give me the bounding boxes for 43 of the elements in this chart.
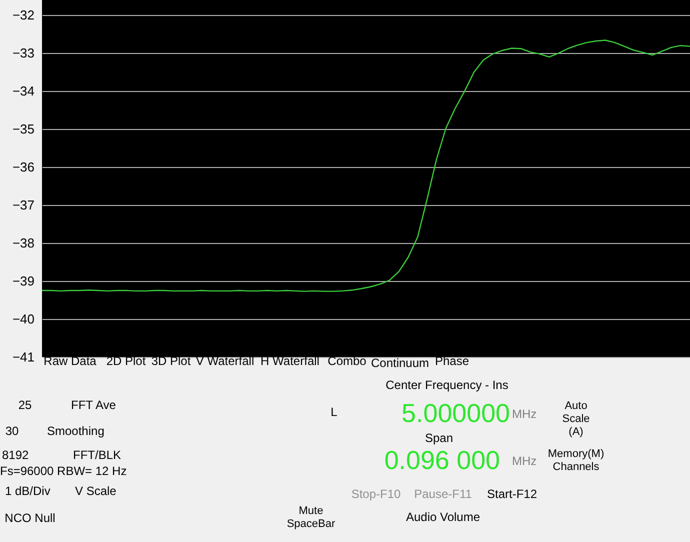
text: Pause-F11: [414, 487, 472, 501]
text: MHz: [512, 454, 537, 468]
line-series: [41, 40, 690, 292]
text: 30: [5, 424, 19, 438]
y-tick-label: −32: [12, 8, 34, 23]
text: Span: [424, 431, 454, 445]
text: 25: [18, 398, 32, 412]
y-tick-label: −33: [12, 46, 34, 61]
y-tick-label: −35: [12, 122, 34, 137]
annotation: 3D Plot: [151, 354, 192, 368]
y-tick-label: −37: [12, 198, 34, 213]
text: FFT Ave: [71, 398, 116, 412]
text: Fs=96000 RBW= 12 Hz: [0, 464, 127, 478]
annotation: Raw Data: [44, 354, 97, 368]
text: 0.096 000: [384, 445, 500, 475]
text: Smoothing: [47, 424, 104, 438]
text: Start-F12: [486, 487, 538, 501]
text: 8192: [2, 448, 30, 462]
y-tick-label: −39: [12, 274, 34, 289]
annotation: 2D Plot: [106, 354, 146, 368]
annotation: Combo: [328, 354, 367, 368]
text: Memory(M) Channels: [548, 448, 604, 473]
y-tick-label: −40: [12, 312, 34, 327]
text: Audio Volume: [406, 510, 480, 524]
text: MHz: [512, 407, 537, 421]
text: V Scale: [75, 484, 117, 498]
text: NCO Null: [4, 511, 56, 525]
text: Center Frequency - Ins: [386, 378, 508, 392]
text: 1 dB/Div: [5, 484, 50, 498]
y-tick-label: −41: [12, 350, 34, 364]
text: 5.000000: [402, 398, 510, 428]
annotation: V Waterfall: [196, 354, 254, 368]
annotation: Phase: [434, 354, 470, 368]
annotation: Continuum: [370, 356, 430, 370]
y-tick-label: −36: [12, 160, 34, 175]
text: Mute SpaceBar: [286, 505, 336, 530]
text: L: [330, 405, 338, 419]
text: Stop-F10: [351, 487, 402, 501]
text: Auto Scale (A): [562, 400, 590, 438]
text: FFT/BLK: [73, 448, 122, 462]
y-tick-label: −34: [12, 84, 34, 99]
y-tick-label: −38: [12, 236, 34, 251]
annotation: H Waterfall: [260, 354, 320, 368]
